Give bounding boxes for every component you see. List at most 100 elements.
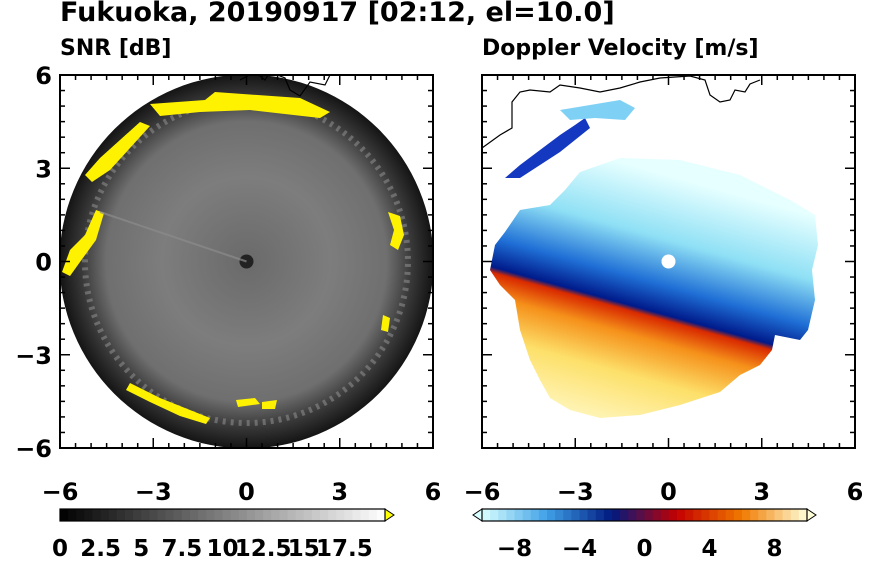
colorbar-cell — [498, 509, 507, 521]
colorbar-extend-max — [806, 508, 817, 522]
colorbar-cell — [68, 509, 77, 521]
colorbar-cell — [798, 509, 808, 521]
colorbar-tick-label: 12.5 — [235, 536, 292, 562]
colorbar-cell — [701, 509, 710, 521]
colorbar-tick-label: 4 — [701, 536, 717, 562]
colorbar-cell — [133, 509, 142, 521]
colorbar-cell — [636, 509, 645, 521]
colorbar-tick-label: 0 — [636, 536, 652, 562]
snr-speckle-ring — [81, 97, 411, 426]
colorbar-cell — [376, 509, 386, 521]
colorbar-cell — [222, 509, 232, 521]
doppler-xtick-label: 3 — [753, 478, 770, 506]
colorbar-cell — [206, 509, 215, 521]
doppler-xtick-label: 0 — [660, 478, 677, 506]
snr-ytick-label: 6 — [35, 62, 52, 90]
colorbar-cell — [652, 509, 662, 521]
doppler-echo-north — [505, 118, 590, 178]
colorbar-cell — [238, 509, 248, 521]
colorbar-cell — [506, 509, 515, 521]
snr-clutter-south3 — [262, 400, 277, 409]
colorbar-cell — [157, 509, 167, 521]
colorbar-cell — [279, 509, 288, 521]
colorbar-cell — [782, 509, 792, 521]
colorbar-cell — [344, 509, 353, 521]
colorbar-cell — [612, 509, 621, 521]
colorbar-cell — [100, 509, 110, 521]
doppler-xtick-label: 6 — [847, 478, 864, 506]
doppler-panel-title: Doppler Velocity [m/s] — [482, 36, 759, 61]
colorbar-cell — [514, 509, 524, 521]
doppler-coastline — [482, 75, 761, 149]
colorbar-cell — [287, 509, 297, 521]
snr-beam-blockage — [99, 211, 247, 263]
colorbar-cell — [733, 509, 743, 521]
colorbar-cell — [587, 509, 597, 521]
colorbar-cell — [328, 509, 337, 521]
colorbar-cell — [595, 509, 605, 521]
colorbar-cell — [628, 509, 637, 521]
colorbar-cell — [774, 509, 784, 521]
colorbar-cell — [165, 509, 175, 521]
colorbar-cell — [311, 509, 321, 521]
doppler-echo-region — [490, 158, 818, 418]
colorbar-cell — [660, 509, 670, 521]
snr-xtick-label: 3 — [331, 478, 348, 506]
colorbar-cell — [571, 509, 580, 521]
colorbar-tick-label: −4 — [562, 536, 597, 562]
snr-panel-title: SNR [dB] — [60, 36, 172, 61]
doppler-xtick-label: −6 — [464, 478, 501, 506]
doppler-plot-area — [482, 75, 818, 418]
colorbar-cell — [271, 509, 280, 521]
colorbar-tick-label: 15 — [288, 536, 320, 562]
colorbar-cell — [263, 509, 272, 521]
doppler-echo-north2 — [560, 100, 635, 120]
colorbar-cell — [758, 509, 767, 521]
colorbar-cell — [336, 509, 345, 521]
colorbar-cell — [620, 509, 629, 521]
colorbar-tick-label: 7.5 — [162, 536, 203, 562]
snr-ytick-label: −6 — [15, 435, 52, 463]
colorbar-cell — [149, 509, 158, 521]
snr-plot-area — [60, 75, 433, 448]
colorbar-cell — [76, 509, 85, 521]
colorbar-cell — [246, 509, 256, 521]
snr-clutter-north — [150, 92, 330, 118]
snr-xtick-label: −3 — [135, 478, 172, 506]
colorbar-extend-max — [384, 508, 395, 522]
snr-ytick-label: −3 — [15, 342, 52, 370]
colorbar-cell — [555, 509, 564, 521]
colorbar-cell — [603, 509, 613, 521]
snr-clutter-south2 — [236, 398, 260, 407]
colorbar-tick-label: 5 — [133, 536, 149, 562]
colorbar-tick-label: −8 — [497, 536, 532, 562]
doppler-xtick-label: −3 — [557, 478, 594, 506]
figure-title: Fukuoka, 20190917 [02:12, el=10.0] — [60, 0, 615, 28]
colorbar-cell — [303, 509, 313, 521]
colorbar-cell — [125, 509, 134, 521]
colorbar-cell — [116, 509, 126, 521]
colorbar-cell — [320, 509, 329, 521]
colorbar-cell — [644, 509, 654, 521]
colorbar-cell — [725, 509, 735, 521]
snr-clutter-east-lower — [381, 315, 390, 332]
colorbar-tick-label: 8 — [766, 536, 782, 562]
colorbar-cell — [790, 509, 800, 521]
colorbar-cell — [230, 509, 240, 521]
colorbar-cell — [360, 509, 370, 521]
colorbar-cell — [538, 509, 548, 521]
colorbar-tick-label: 0 — [52, 536, 68, 562]
colorbar-cell — [190, 509, 199, 521]
colorbar-cell — [92, 509, 102, 521]
colorbar-frame — [481, 508, 808, 522]
snr-clutter-northwest — [85, 122, 150, 182]
colorbar-cell — [766, 509, 775, 521]
snr-xtick-label: 6 — [425, 478, 442, 506]
colorbar-cell — [482, 509, 491, 521]
colorbar-cell — [368, 509, 378, 521]
colorbar-tick-label: 17.5 — [316, 536, 373, 562]
colorbar-cell — [198, 509, 207, 521]
colorbar-cell — [141, 509, 150, 521]
colorbar-tick-label: 10 — [206, 536, 238, 562]
